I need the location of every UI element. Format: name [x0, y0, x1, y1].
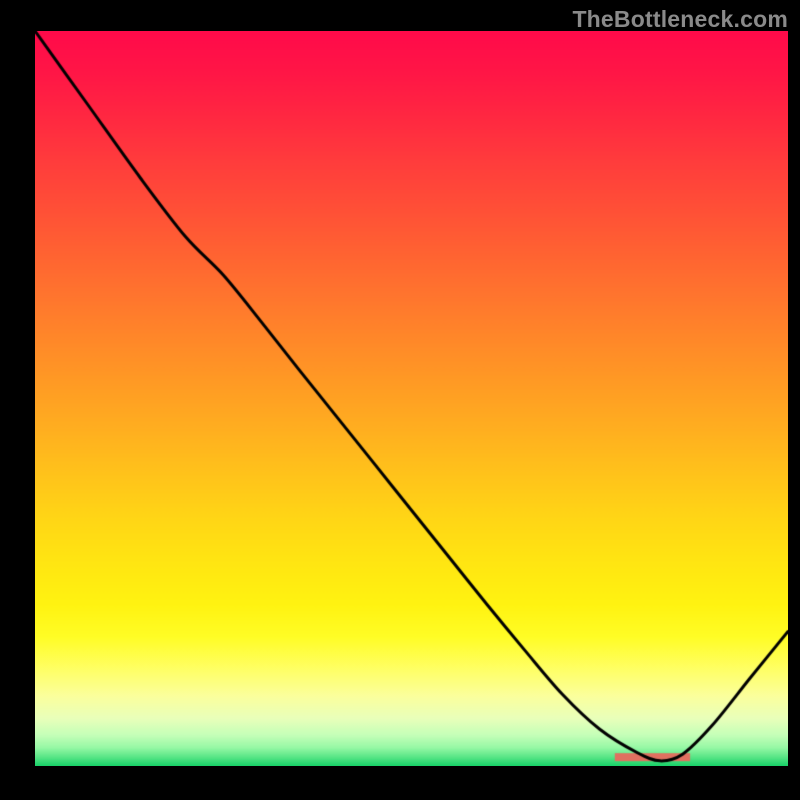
plot-area [35, 31, 788, 766]
watermark-text: TheBottleneck.com [572, 6, 788, 33]
chart-container: TheBottleneck.com [0, 0, 800, 800]
bottleneck-curve [35, 31, 788, 766]
